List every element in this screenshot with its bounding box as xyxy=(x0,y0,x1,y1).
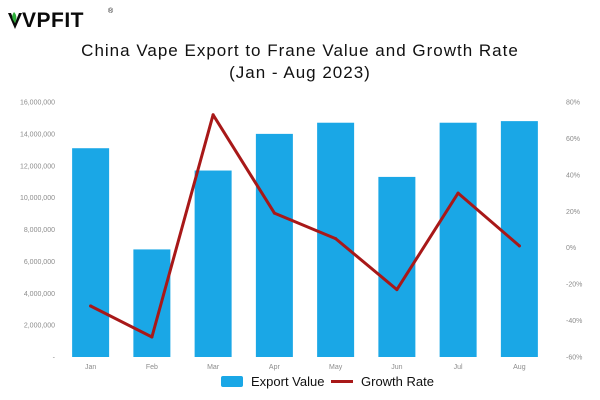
line-point xyxy=(517,244,521,248)
right-tick-label: -20% xyxy=(566,282,582,289)
left-tick-label: 16,000,000 xyxy=(20,100,55,107)
bar-series xyxy=(72,121,538,357)
left-tick-label: 4,000,000 xyxy=(24,291,55,298)
right-tick-label: 40% xyxy=(566,172,580,179)
left-tick-label: 14,000,000 xyxy=(20,131,55,138)
bar xyxy=(72,148,110,357)
line-point xyxy=(334,237,338,241)
logo-text: VPFIT xyxy=(22,9,85,32)
line-point xyxy=(150,335,154,339)
line-series xyxy=(89,113,521,339)
chart-title: China Vape Export to Frane Value and Gro… xyxy=(81,41,519,60)
legend-swatch-line xyxy=(331,379,353,383)
left-tick-label: 2,000,000 xyxy=(24,323,55,330)
x-tick-label: Jan xyxy=(85,364,96,371)
right-tick-label: 80% xyxy=(566,100,580,107)
leaf-icon xyxy=(8,12,22,29)
right-tick-label: 0% xyxy=(566,245,576,252)
x-tick-label: Feb xyxy=(146,364,158,371)
right-tick-label: -40% xyxy=(566,318,582,325)
right-tick-label: -60% xyxy=(566,355,582,362)
right-tick-label: 60% xyxy=(566,136,580,143)
bar xyxy=(378,176,416,357)
line-point xyxy=(211,113,215,117)
left-tick-label: 10,000,000 xyxy=(20,195,55,202)
bar xyxy=(439,122,477,357)
left-axis: - 2,000,000 4,000,000 6,000,000 8,000,000 10,… xyxy=(20,100,56,362)
legend-swatch-bar xyxy=(221,375,243,387)
bar xyxy=(255,133,293,357)
legend-item-growth-rate: Growth Rate xyxy=(331,371,434,391)
x-tick-label: May xyxy=(329,364,343,371)
brand-logo: VPFIT ® xyxy=(6,8,118,32)
x-tick-label: Mar xyxy=(207,364,220,371)
x-tick-label: Aug xyxy=(513,364,526,371)
x-tick-label: Jul xyxy=(454,364,463,371)
line-point xyxy=(395,288,399,292)
right-tick-label: 20% xyxy=(566,209,580,216)
bar xyxy=(500,121,538,357)
legend-label-growth-rate: Growth Rate xyxy=(361,373,434,389)
registered-mark: ® xyxy=(108,8,114,15)
x-tick-label: Jun xyxy=(391,364,402,371)
bar xyxy=(194,170,232,357)
x-axis: Jan Feb Mar Apr May Jun Jul Aug xyxy=(85,364,526,371)
left-tick-label: 8,000,000 xyxy=(24,227,55,234)
left-tick-label: 12,000,000 xyxy=(20,163,55,170)
bar xyxy=(133,249,171,357)
line-point xyxy=(89,304,93,308)
right-axis: -60% -40% -20% 0% 20% 40% 60% 80% xyxy=(566,100,582,362)
line-point xyxy=(272,211,276,215)
legend: Export Value Growth Rate xyxy=(0,371,600,391)
x-tick-label: Apr xyxy=(269,364,281,371)
legend-label-export-value: Export Value xyxy=(251,373,325,389)
growth-rate-line xyxy=(89,113,521,339)
chart-subtitle: (Jan - Aug 2023) xyxy=(229,63,371,82)
left-tick-label: 6,000,000 xyxy=(24,259,55,266)
legend-item-export-value: Export Value xyxy=(221,371,324,391)
left-tick-label: - xyxy=(53,355,56,362)
line-point xyxy=(456,191,460,195)
